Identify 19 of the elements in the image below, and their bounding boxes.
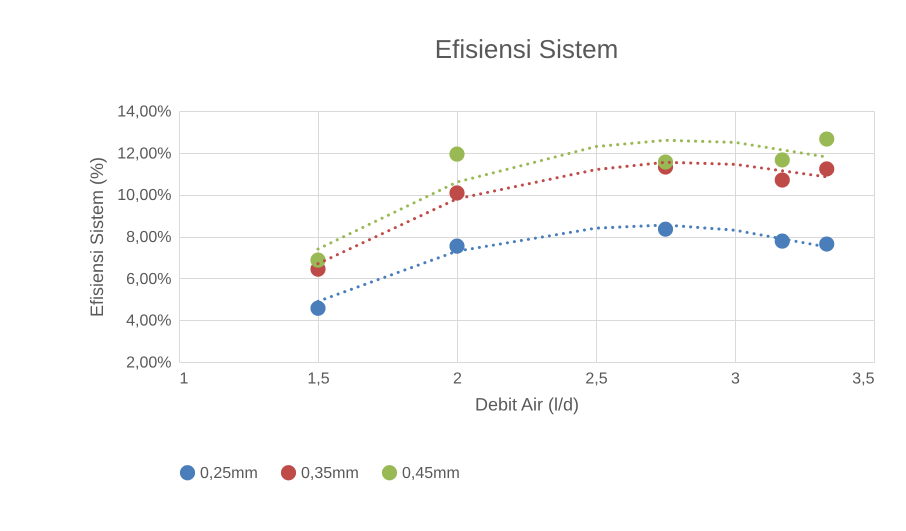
x-tick-label: 2,5 — [585, 370, 608, 388]
y-tick-label: 14,00% — [117, 104, 172, 120]
x-tick-label: 1,5 — [307, 370, 330, 388]
x-tick-label: 1 — [180, 370, 188, 388]
y-tick-label: 12,00% — [117, 145, 172, 162]
legend-label: 0,45mm — [402, 464, 460, 482]
y-tick-label: 2,00% — [126, 354, 172, 372]
x-tick-label: 2 — [453, 370, 462, 388]
legend-label: 0,25mm — [200, 464, 258, 482]
y-tick-label: 6,00% — [126, 270, 172, 288]
chart-title: Efisiensi Sistem — [434, 34, 618, 64]
x-axis-title: Debit Air (l/d) — [474, 394, 580, 414]
x-tick-label: 3 — [731, 370, 740, 388]
y-axis-title: Efisiensi Sistem (%) — [87, 156, 108, 318]
y-tick-label: 8,00% — [126, 229, 172, 246]
y-tick-label: 4,00% — [126, 312, 172, 330]
legend-label: 0,35mm — [301, 464, 359, 482]
x-tick-label: 3,5 — [852, 370, 875, 388]
y-tick-label: 10,00% — [117, 187, 172, 204]
